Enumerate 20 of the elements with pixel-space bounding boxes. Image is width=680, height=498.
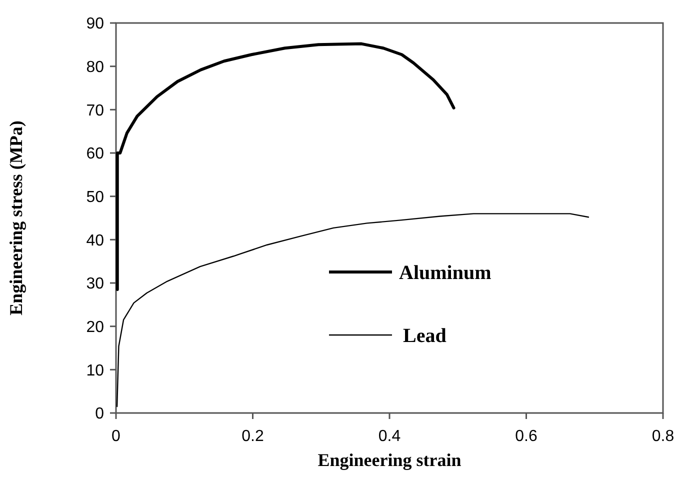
x-tick-label: 0.8 xyxy=(652,428,674,445)
legend-label: Lead xyxy=(403,325,446,347)
y-tick-label: 0 xyxy=(95,406,104,423)
y-tick-label: 80 xyxy=(86,58,104,76)
y-axis-title: Engineering stress (MPa) xyxy=(6,120,26,316)
y-tick-label: 90 xyxy=(86,16,104,33)
y-tick-label: 10 xyxy=(86,362,104,380)
y-tick-label: 30 xyxy=(86,276,104,293)
line-series xyxy=(116,213,590,408)
x-tick-label: 0 xyxy=(112,428,121,445)
y-tick-label: 20 xyxy=(86,318,104,336)
legend-label: Aluminum xyxy=(399,262,492,284)
y-tick-label: 40 xyxy=(86,232,104,250)
x-tick-label: 0.6 xyxy=(515,428,538,445)
x-tick-label: 0.2 xyxy=(242,428,264,445)
x-axis-title: Engineering strain xyxy=(318,450,462,470)
x-tick-label: 0.4 xyxy=(378,428,401,445)
y-tick-label: 60 xyxy=(86,146,104,163)
y-tick-label: 70 xyxy=(86,102,104,120)
y-tick-label: 50 xyxy=(86,188,104,206)
